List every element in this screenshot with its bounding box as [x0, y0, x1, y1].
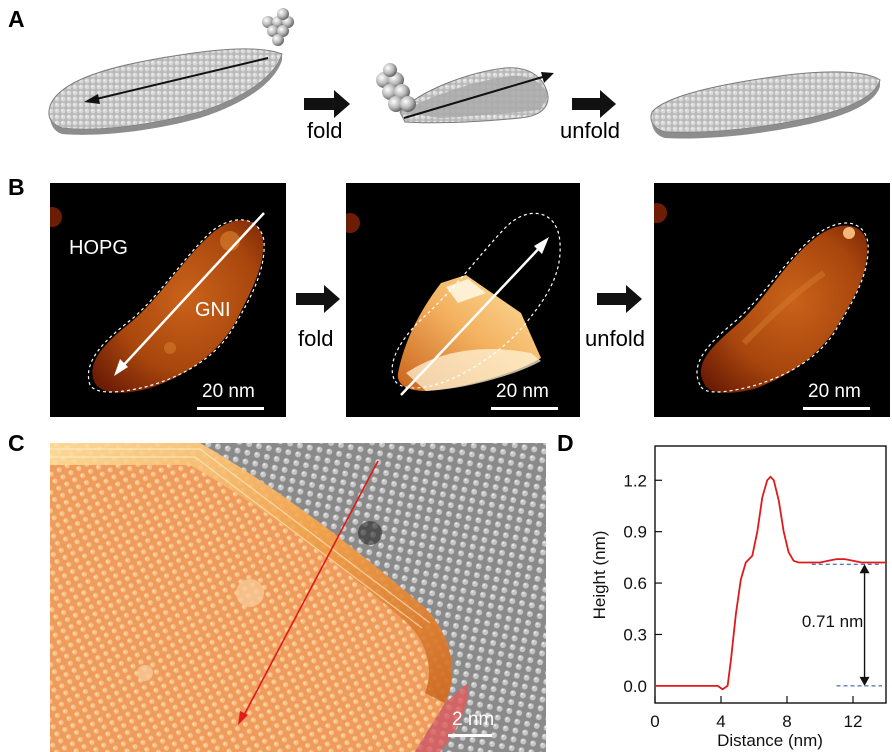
x-tick-label: 0	[650, 712, 659, 731]
stm-atomic-image: 2 nm	[50, 443, 546, 752]
height-profile-line	[655, 475, 886, 691]
fold-arrow-b	[296, 285, 340, 313]
x-axis-label: Distance (nm)	[717, 731, 823, 750]
step-height-annotation	[859, 564, 870, 686]
unfold-direction-arrow-a	[403, 72, 554, 119]
profile-line	[241, 460, 379, 720]
island-label: GNI	[195, 299, 231, 321]
unfold-arrow-a	[572, 90, 616, 118]
y-tick-label: 0.9	[623, 523, 647, 542]
fold-label-b: fold	[298, 326, 334, 351]
y-tick-label: 0.3	[623, 625, 647, 644]
step-height-label: 0.71 nm	[802, 612, 863, 631]
panel-label-a: A	[8, 6, 25, 32]
unfold-arrow-b	[597, 285, 642, 313]
plot-frame	[654, 445, 887, 704]
scale-label-b1: 20 nm	[202, 381, 255, 402]
scale-label-b2: 20 nm	[496, 381, 549, 402]
panel-label-b: B	[8, 174, 25, 200]
scale-label-c: 2 nm	[452, 709, 495, 730]
stm-image-folded: 20 nm	[346, 183, 580, 417]
scale-bar-b2	[491, 407, 558, 410]
scale-bar-b1	[197, 407, 264, 410]
fold-direction-arrow-a	[84, 57, 269, 104]
unfold-label-a: unfold	[560, 118, 620, 143]
x-tick-label: 4	[716, 712, 725, 731]
fold-arrow-a	[304, 90, 350, 118]
panel-label-c: C	[8, 430, 25, 456]
height-profile-chart: 0 4 8 12 0.0 0.3 0.6 0.9 1.2 0.71 nm Distance (n…	[590, 445, 887, 750]
scale-bar-c	[448, 734, 492, 737]
unfold-label-b: unfold	[585, 326, 645, 351]
y-tick-label: 1.2	[623, 471, 647, 490]
x-tick-label: 8	[782, 712, 791, 731]
scale-label-b3: 20 nm	[808, 381, 861, 402]
x-tick-label: 12	[844, 712, 863, 731]
panel-b-arrows	[296, 285, 642, 313]
panel-label-d: D	[557, 430, 574, 456]
stm-tip-a1	[262, 8, 294, 46]
graphene-island-restored	[650, 71, 881, 139]
scale-bar-b3	[803, 407, 870, 410]
stm-tip-a2	[376, 63, 416, 112]
y-axis-label: Height (nm)	[590, 531, 609, 620]
y-tick-label: 0.6	[623, 574, 647, 593]
stm-image-before: HOPG GNI 20 nm	[50, 183, 286, 417]
fold-label-a: fold	[307, 118, 343, 143]
panel-a-illustration	[48, 8, 881, 139]
substrate-label: HOPG	[69, 237, 128, 259]
stm-image-unfolded: 20 nm	[654, 183, 890, 417]
y-tick-label: 0.0	[623, 677, 647, 696]
